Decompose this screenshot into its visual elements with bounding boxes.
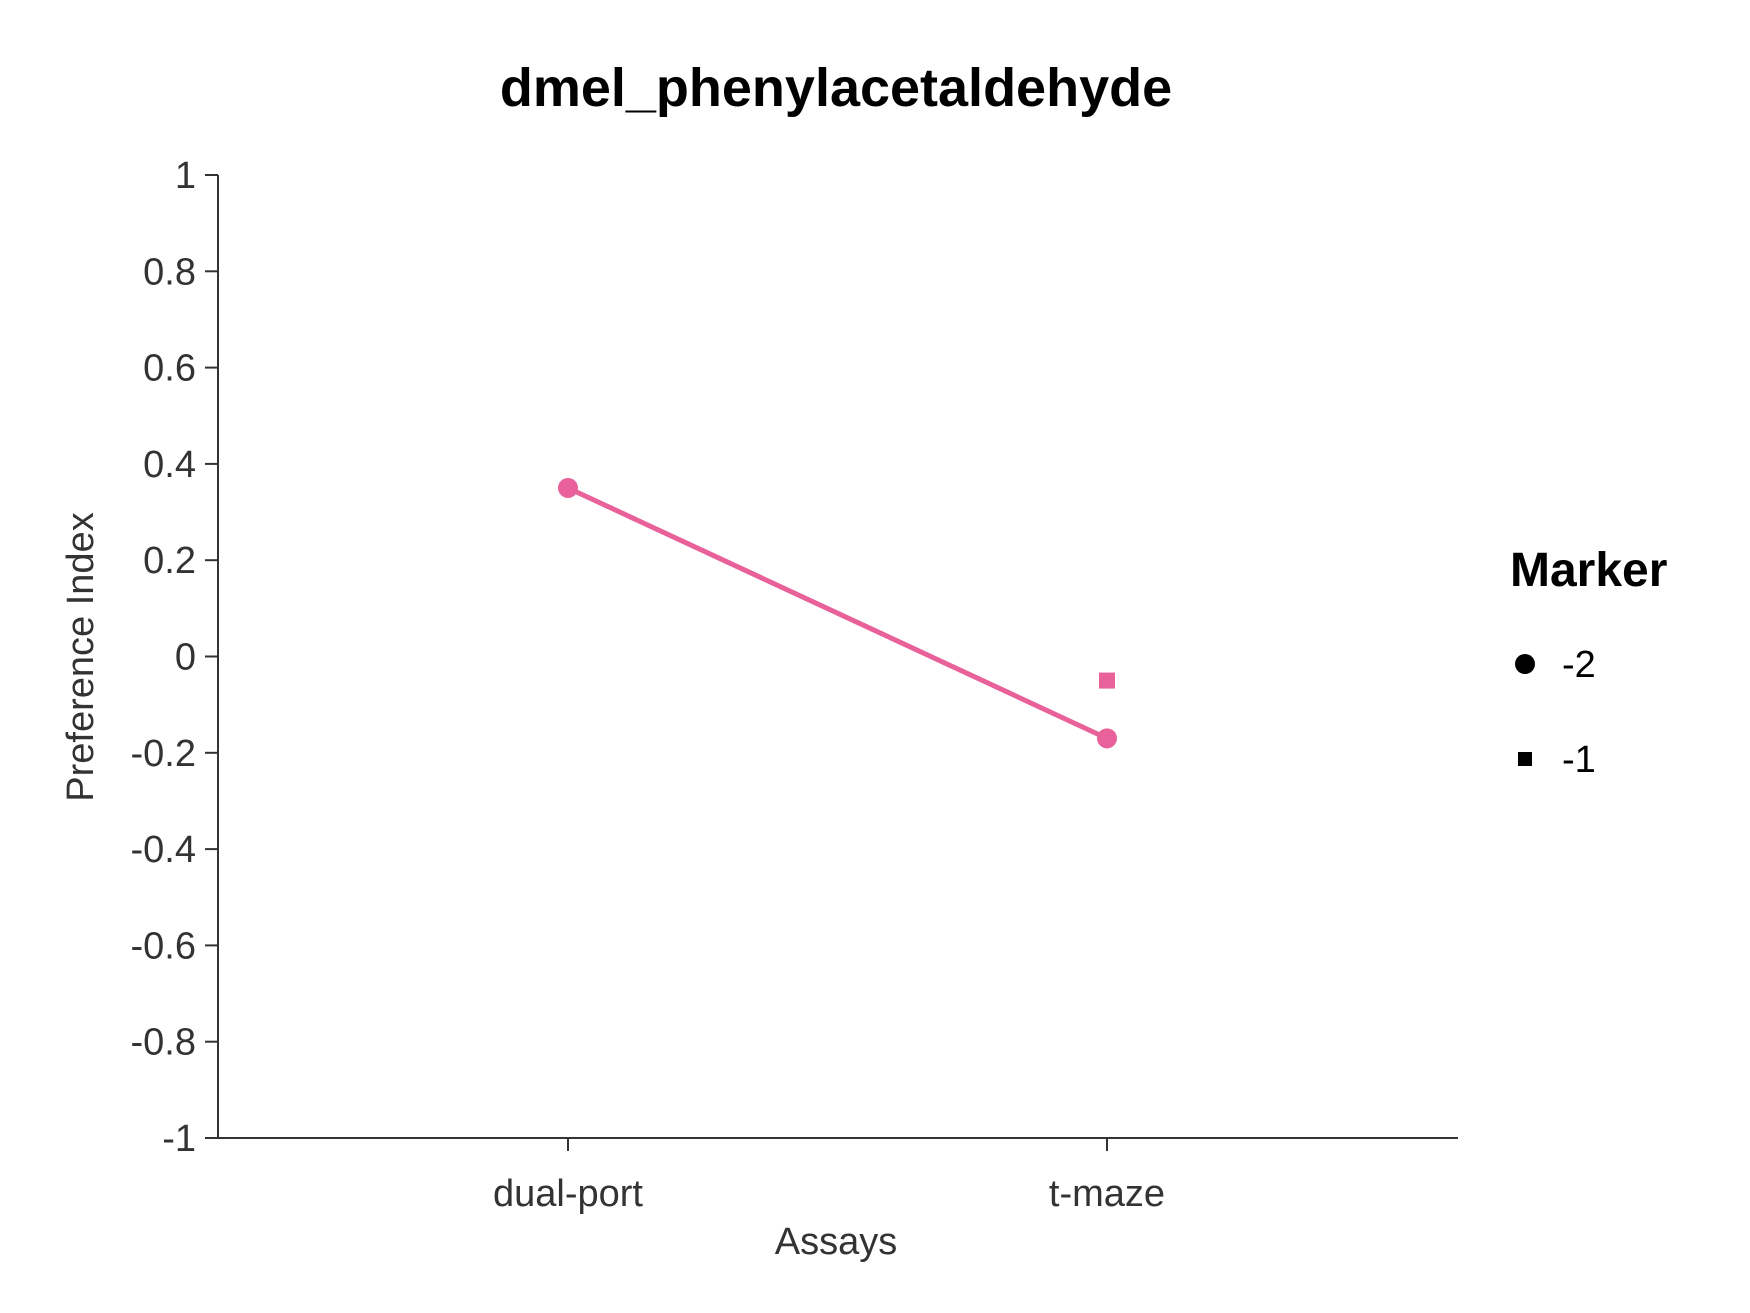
legend-title: Marker — [1510, 544, 1667, 597]
y-axis: 1 0.8 0.6 0.4 0.2 0 -0.2 -0.4 -0.6 -0.8 -1 — [131, 155, 219, 1160]
chart-title: dmel_phenylacetaldehyde — [500, 58, 1172, 118]
y-tick-label: 0.8 — [143, 251, 196, 293]
plot-marks — [558, 477, 1117, 749]
y-tick-label: 0.6 — [143, 348, 196, 390]
y-tick-label: 0.2 — [143, 540, 196, 582]
y-axis-label: Preference Index — [60, 512, 102, 801]
x-axis: dual-port t-maze — [205, 1137, 1458, 1215]
x-axis-label: Assays — [775, 1221, 897, 1263]
legend-marker-square — [1518, 752, 1532, 766]
y-tick-label: -0.4 — [131, 829, 196, 871]
data-point-square — [1099, 672, 1115, 689]
x-tick-label: dual-port — [493, 1173, 643, 1215]
legend: Marker -2 -1 — [1510, 544, 1667, 781]
y-tick-label: 0 — [175, 637, 196, 679]
y-tick-label: -0.2 — [131, 733, 196, 775]
data-point-circle — [558, 477, 578, 498]
legend-label: -2 — [1562, 644, 1596, 686]
legend-marker-circle — [1515, 654, 1535, 674]
y-tick-label: -0.6 — [131, 925, 196, 967]
legend-label: -1 — [1562, 739, 1596, 781]
series-line — [565, 485, 1110, 741]
y-tick-label: 0.4 — [143, 444, 196, 486]
data-point-circle — [1097, 728, 1117, 749]
y-tick-label: -0.8 — [131, 1022, 196, 1064]
x-tick-label: t-maze — [1049, 1173, 1165, 1215]
y-tick-label: -1 — [162, 1118, 196, 1160]
y-tick-label: 1 — [175, 155, 196, 197]
